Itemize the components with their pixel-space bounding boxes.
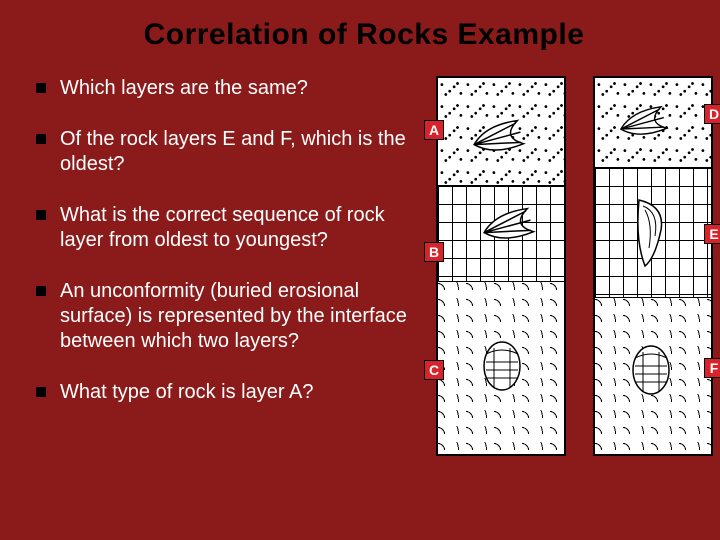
fossil-tooth-icon <box>631 196 671 274</box>
layer-label-text: C <box>429 362 439 378</box>
rock-column-right <box>593 76 713 456</box>
bullet-text: Of the rock layers E and F, which is the… <box>60 127 416 177</box>
slide: Correlation of Rocks Example Which layer… <box>0 0 720 540</box>
layer-label: E <box>704 224 720 244</box>
stratigraphy-diagram: A B C <box>428 76 692 476</box>
layer-d <box>595 78 711 168</box>
bullet-text: An unconformity (buried erosional surfac… <box>60 279 416 354</box>
bullet-marker-icon <box>36 286 46 296</box>
layer-label: B <box>424 242 444 262</box>
bullet-marker-icon <box>36 387 46 397</box>
bullet-marker-icon <box>36 134 46 144</box>
rock-column-left <box>436 76 566 456</box>
bullet-item: What type of rock is layer A? <box>36 380 416 405</box>
layer-label-text: D <box>709 106 719 122</box>
slide-title: Correlation of Rocks Example <box>36 18 692 52</box>
layer-label: C <box>424 360 444 380</box>
bullet-item: An unconformity (buried erosional surfac… <box>36 279 416 354</box>
layer-e <box>595 168 711 298</box>
bullet-text: What is the correct sequence of rock lay… <box>60 203 416 253</box>
bullet-item: What is the correct sequence of rock lay… <box>36 203 416 253</box>
layer-label-text: F <box>710 360 719 376</box>
fossil-shell-icon <box>477 202 540 257</box>
bullet-text: What type of rock is layer A? <box>60 380 313 405</box>
layer-a <box>438 78 564 186</box>
layer-c <box>438 282 564 454</box>
bullet-marker-icon <box>36 83 46 93</box>
layer-label: A <box>424 120 444 140</box>
bullet-list: Which layers are the same? Of the rock l… <box>36 76 416 476</box>
bullet-text: Which layers are the same? <box>60 76 308 101</box>
bullet-item: Which layers are the same? <box>36 76 416 101</box>
bullet-marker-icon <box>36 210 46 220</box>
fossil-trilobite-icon <box>480 340 524 397</box>
layer-b <box>438 186 564 282</box>
layer-label: D <box>704 104 720 124</box>
layer-label: F <box>704 358 720 378</box>
layer-label-text: A <box>429 122 439 138</box>
fossil-shell-icon <box>615 100 674 152</box>
layer-label-text: E <box>709 226 718 242</box>
bullet-item: Of the rock layers E and F, which is the… <box>36 127 416 177</box>
fossil-trilobite-icon <box>629 344 673 401</box>
layer-f <box>595 298 711 454</box>
content-row: Which layers are the same? Of the rock l… <box>36 76 692 476</box>
layer-label-text: B <box>429 244 439 260</box>
fossil-shell-icon <box>467 114 530 169</box>
